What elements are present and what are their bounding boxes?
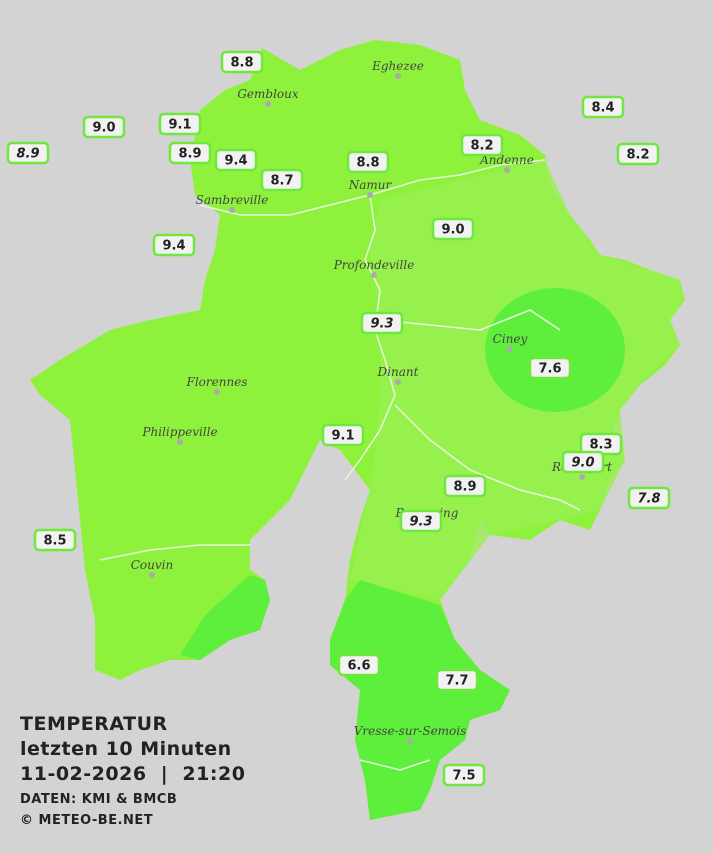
city-label: Florennes	[186, 375, 248, 389]
station-value: 8.5	[43, 534, 66, 549]
city-label: Gembloux	[237, 87, 299, 101]
station-box	[158, 112, 202, 136]
zone-southwest	[180, 575, 270, 660]
station-value: 8.3	[589, 438, 612, 453]
station-box	[360, 311, 404, 335]
city-label: Dinant	[377, 365, 419, 379]
city-dot	[229, 207, 235, 213]
station-box	[346, 150, 390, 174]
title-line: 11-02-2026 | 21:20	[20, 763, 245, 785]
station-value: 9.4	[162, 239, 185, 254]
station-box	[627, 486, 671, 510]
station-value: 8.2	[470, 139, 493, 154]
station-value: 8.9	[453, 480, 476, 495]
city-dot	[507, 346, 513, 352]
station-value: 6.6	[347, 659, 370, 674]
station-box	[214, 148, 258, 172]
station-value: 8.9	[178, 147, 201, 162]
stations: 8.8 9.0 8.9 9.1 8.9 9.4 8.7 8.8 8.2 8.4 8.2 9.0 9.4 9…	[6, 50, 671, 787]
city-dot	[367, 192, 373, 198]
city-dot	[214, 389, 220, 395]
station-box	[152, 233, 196, 257]
station-box	[435, 668, 479, 692]
title-line: TEMPERATUR	[20, 713, 168, 735]
station-box	[442, 763, 486, 787]
city-dot	[149, 572, 155, 578]
station-box	[337, 653, 381, 677]
city-dot	[407, 738, 413, 744]
river	[359, 759, 431, 771]
station-value: 9.3	[409, 515, 432, 530]
city-label: Andenne	[479, 153, 534, 167]
city-dot	[579, 474, 585, 480]
station-box	[260, 168, 304, 192]
city-dot	[395, 379, 401, 385]
legend-block: TEMPERATUR letzten 10 Minuten 11-02-2026…	[20, 713, 245, 828]
river	[344, 194, 396, 481]
station-box	[220, 50, 264, 74]
station-box	[460, 133, 504, 157]
city-label: Namur	[348, 178, 393, 192]
station-value: 8.2	[626, 148, 649, 163]
city-dot	[371, 272, 377, 278]
station-value: 8.8	[230, 56, 253, 71]
station-box	[6, 141, 50, 165]
station-value: 9.1	[168, 118, 191, 133]
station-value: 9.0	[441, 223, 464, 238]
city-label: Profondeville	[333, 258, 415, 272]
station-value: 7.5	[452, 769, 475, 784]
river	[394, 404, 581, 511]
city-label: Sambreville	[196, 193, 269, 207]
city-label: Philippeville	[141, 425, 217, 439]
city-dot	[504, 167, 510, 173]
station-box	[431, 217, 475, 241]
zone-south	[330, 580, 510, 820]
station-value: 9.4	[224, 154, 247, 169]
station-value: 7.8	[637, 492, 660, 507]
city-label: Eghezee	[371, 59, 424, 73]
city-dot	[265, 101, 271, 107]
station-box	[443, 474, 487, 498]
station-box	[616, 142, 660, 166]
city-label: Couvin	[131, 558, 173, 572]
station-value: 8.9	[16, 147, 39, 162]
copyright: © METEO-BE.NET	[20, 813, 153, 828]
station-value: 7.6	[538, 362, 561, 377]
city-label: Ciney	[493, 332, 528, 346]
station-box	[561, 450, 605, 474]
station-value: 9.0	[571, 456, 594, 471]
station-value: 8.8	[356, 156, 379, 171]
city-label: Vresse-sur-Semois	[354, 724, 467, 738]
source: DATEN: KMI & BMCB	[20, 792, 177, 807]
station-box	[33, 528, 77, 552]
station-value: 9.0	[92, 121, 115, 136]
station-box	[399, 509, 443, 533]
city-dot	[395, 73, 401, 79]
river	[379, 309, 561, 331]
station-box	[581, 95, 625, 119]
station-box	[321, 423, 365, 447]
station-value: 9.1	[331, 429, 354, 444]
station-box	[82, 115, 126, 139]
station-value: 8.7	[270, 174, 293, 189]
station-value: 8.4	[591, 101, 614, 116]
station-box	[528, 356, 572, 380]
station-value: 7.7	[445, 674, 468, 689]
station-box	[168, 141, 212, 165]
city-dot	[177, 439, 183, 445]
station-value: 9.3	[370, 317, 393, 332]
river	[99, 544, 250, 561]
title-line: letzten 10 Minuten	[20, 738, 232, 760]
zone-cold	[485, 288, 625, 412]
